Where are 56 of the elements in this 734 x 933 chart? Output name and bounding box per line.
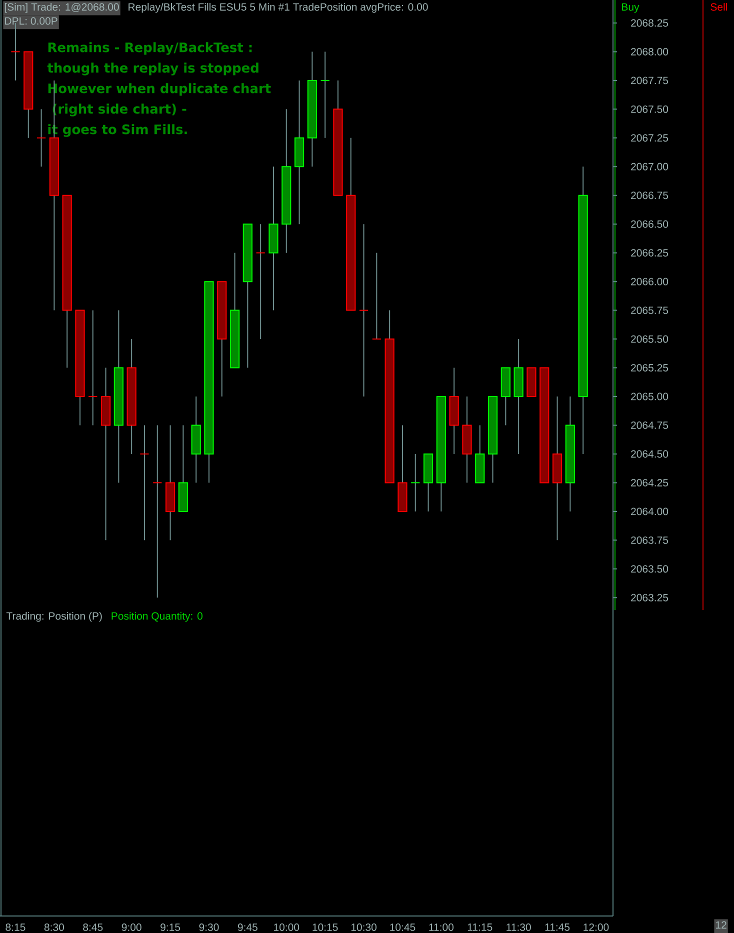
x-tick-label: 11:00	[429, 924, 454, 931]
y-tick-label: 2067.50	[631, 105, 668, 113]
x-tick-label: 10:15	[312, 924, 338, 931]
y-tick-label: 2067.75	[631, 76, 668, 84]
x-tick-label: 10:00	[274, 924, 300, 931]
annotation: Remains - Replay/BackTest :	[48, 42, 252, 55]
y-tick-label: 2064.00	[631, 508, 668, 516]
candlestick	[88, 310, 98, 426]
y-tick-label: 2064.75	[631, 422, 668, 429]
y-tick-label: 2067.00	[631, 162, 668, 170]
y-tick-label: 2065.50	[631, 335, 668, 343]
candlestick	[36, 108, 46, 168]
annotation: DPL: 0.00P	[5, 17, 58, 25]
text: 12	[716, 921, 726, 929]
x-tick-label: 8:30	[44, 924, 64, 931]
candlestick	[256, 224, 266, 340]
y-tick-label: 2067.25	[631, 134, 668, 142]
y-tick-label: 2063.25	[631, 594, 668, 602]
y-tick-label: 2066.25	[631, 249, 668, 257]
y-tick-label: 2065.00	[631, 392, 668, 400]
y-tick-label: 2066.75	[631, 192, 668, 200]
annotation: Position Quantity: 0	[112, 612, 202, 622]
candlestick	[320, 51, 330, 138]
x-tick-label: 9:30	[199, 924, 219, 931]
x-tick-label: 10:30	[351, 924, 376, 931]
x-tick-label: 8:45	[83, 924, 103, 931]
y-tick-label: 2068.25	[631, 19, 668, 27]
candlestick	[152, 424, 162, 598]
y-tick-label: 2063.75	[631, 536, 668, 544]
y-tick-label: 2065.25	[631, 364, 668, 372]
x-tick-label: 9:15	[160, 924, 180, 931]
x-tick-label: 11:15	[468, 924, 492, 931]
x-tick-label: 8:15	[6, 924, 26, 931]
x-tick-label: 12:00	[584, 924, 609, 931]
y-tick-label: 2065.75	[631, 306, 668, 314]
x-tick-label: 11:45	[545, 924, 570, 931]
candlestick	[372, 252, 382, 340]
y-tick-label: 2064.25	[631, 478, 668, 486]
text: Sell	[710, 2, 728, 11]
annotation: though the replay is stopped	[47, 62, 258, 76]
y-tick-label: 2063.50	[631, 565, 668, 573]
y-tick-label: 2066.00	[631, 278, 668, 286]
x-tick-label: 9:45	[238, 924, 258, 931]
candlestick	[410, 453, 420, 512]
annotation: Trading: Position (P)	[6, 612, 102, 622]
text: Buy	[622, 3, 640, 13]
annotation: [Sim] Trade: 1@2068.00	[4, 2, 119, 13]
candlestick	[140, 424, 150, 541]
y-tick-label: 2064.50	[631, 450, 668, 458]
x-tick-label: 10:45	[390, 924, 416, 931]
y-tick-label: 2068.00	[631, 48, 668, 56]
candlestick	[358, 224, 369, 398]
annotation: Replay/BkTest Fills ESU5 5 Min #1 TradePosition avgPrice: 0.00	[128, 2, 428, 13]
x-tick-label: 11:30	[506, 924, 531, 931]
x-tick-label: 9:00	[122, 924, 142, 931]
y-tick-label: 2066.50	[631, 220, 668, 228]
